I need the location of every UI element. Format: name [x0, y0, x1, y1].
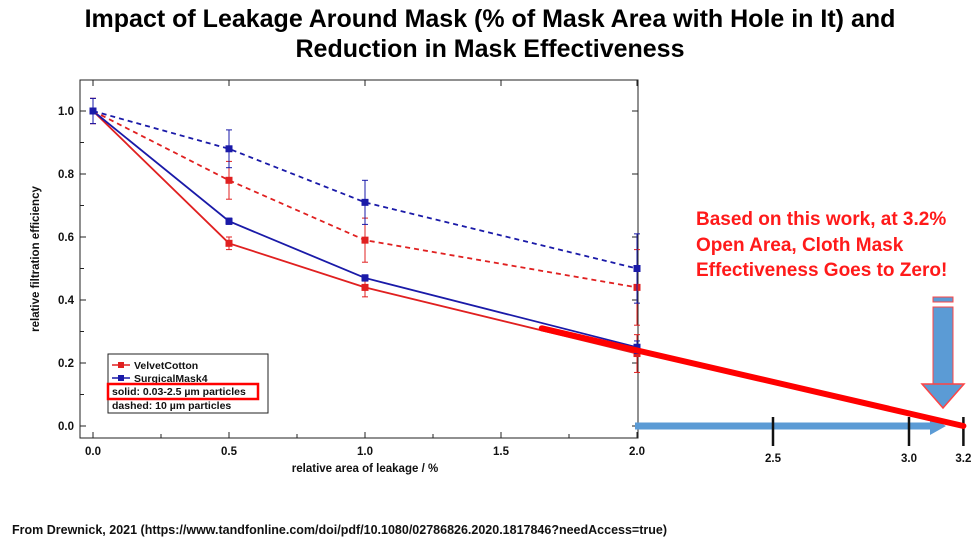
series-line-velvetcotton-dashed	[92, 110, 638, 289]
legend-solid-highlight	[106, 382, 260, 401]
legend-dashed-note: dashed: 10 µm particles	[112, 400, 231, 412]
data-point	[225, 145, 233, 153]
down-arrow-head	[920, 383, 966, 410]
callout-line-1: Based on this work, at 3.2%	[696, 209, 947, 230]
data-point	[361, 236, 369, 244]
x-tick-label: 0.0	[85, 446, 101, 458]
title-line-1: Impact of Leakage Around Mask (% of Mask…	[84, 5, 896, 33]
chart-title: Impact of Leakage Around Mask (% of Mask…	[0, 4, 980, 64]
legend-surgical-label: SurgicalMask4	[134, 373, 208, 385]
y-tick-label: 0.4	[58, 295, 75, 307]
data-point	[361, 283, 369, 291]
callout-text: Based on this work, at 3.2% Open Area, C…	[696, 207, 980, 284]
axes: 0.0 0.5 1.0 1.5 2.0 0.0 0.2 0.4 0.6 0.8 1.0	[58, 80, 645, 458]
legend: VelvetCotton SurgicalMask4 solid: 0.03-2…	[106, 353, 269, 414]
legend-velvet-marker	[118, 362, 124, 368]
title-line-2: Reduction in Mask Effectiveness	[295, 35, 685, 63]
series-line-velvetcotton-solid	[92, 110, 638, 355]
extension-tick-label: 3.0	[901, 453, 917, 465]
y-tick-label: 0.6	[58, 232, 74, 244]
x-tick-label: 1.5	[493, 446, 510, 458]
legend-surgical-marker	[118, 375, 124, 381]
extension-axis-bar	[635, 422, 933, 430]
plot-frame	[79, 79, 639, 439]
x-tick-label: 1.0	[357, 446, 373, 458]
series-line-surgicalmask4-dashed	[92, 110, 638, 270]
x-tick-label: 2.0	[629, 446, 645, 458]
callout-line-3: Effectiveness Goes to Zero!	[696, 260, 948, 281]
data-point	[225, 217, 233, 225]
x-axis-label: relative area of leakage / %	[292, 463, 438, 475]
data-point	[361, 198, 369, 206]
source-citation: From Drewnick, 2021 (https://www.tandfon…	[12, 523, 668, 537]
extrapolation-line	[538, 325, 967, 429]
series-group	[89, 97, 641, 373]
legend-solid-note: solid: 0.03-2.5 µm particles	[112, 386, 246, 398]
data-point	[633, 343, 641, 351]
legend-velvet-label: VelvetCotton	[134, 360, 198, 372]
data-point	[225, 239, 233, 247]
y-axis-label: relative filtration efficiency	[30, 186, 42, 332]
extension-group: 2.5 3.0 3.2	[538, 296, 971, 465]
x-tick-label: 0.5	[221, 446, 238, 458]
down-arrow-shaft	[932, 306, 954, 385]
y-tick-label: 1.0	[58, 106, 74, 118]
y-tick-label: 0.8	[58, 169, 75, 181]
data-point	[633, 265, 641, 272]
data-point	[89, 107, 97, 115]
data-point	[225, 176, 233, 184]
down-arrow-cap	[932, 296, 954, 303]
y-tick-label: 0.0	[58, 421, 74, 433]
extension-tick-label: 3.2	[955, 453, 971, 465]
data-point	[361, 274, 369, 282]
callout-line-2: Open Area, Cloth Mask	[696, 234, 904, 256]
extension-tick-label: 2.5	[765, 453, 782, 465]
series-line-surgicalmask4-solid	[92, 110, 638, 349]
y-tick-label: 0.2	[58, 358, 74, 370]
